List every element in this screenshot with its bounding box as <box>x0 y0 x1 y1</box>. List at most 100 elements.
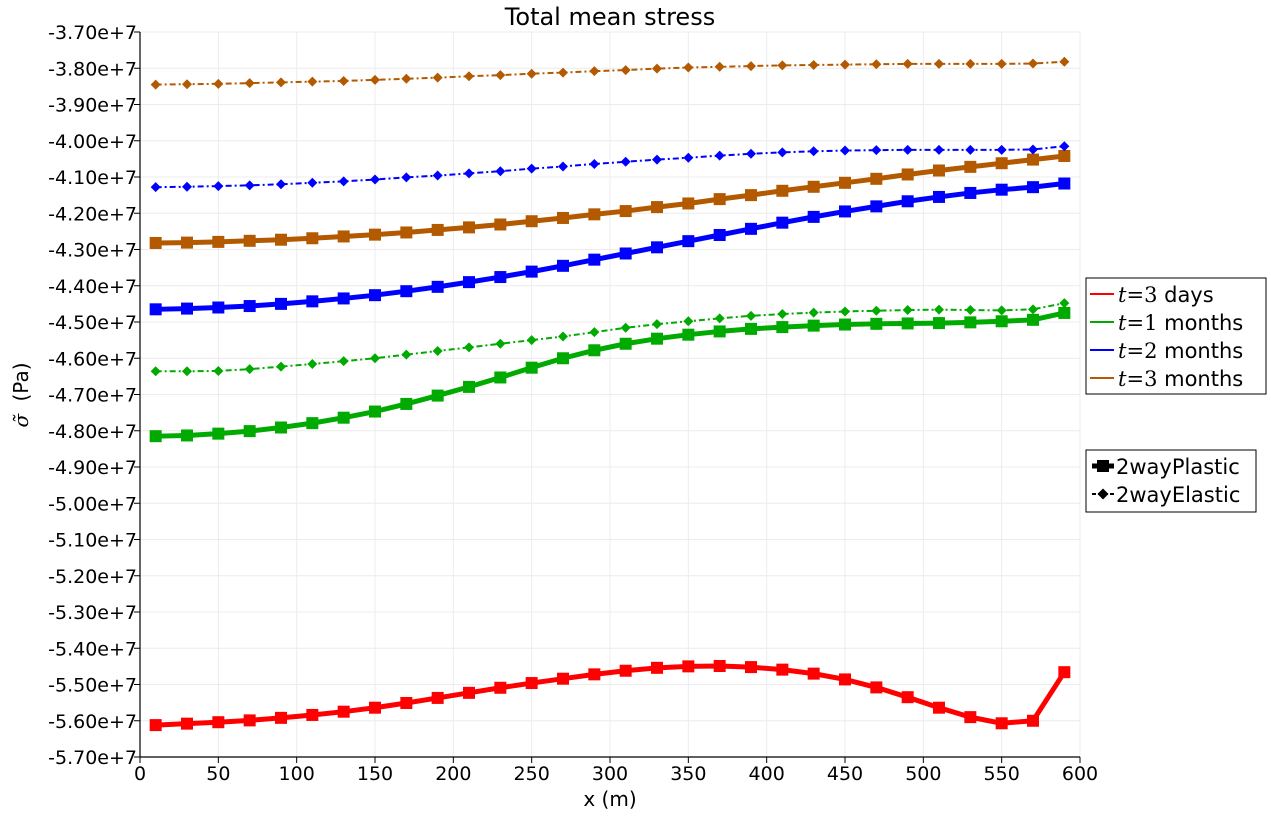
data-point-3-8 <box>400 226 413 239</box>
data-point-3-2 <box>212 235 225 248</box>
data-point-6-14 <box>589 66 600 77</box>
data-point-5-4 <box>276 179 286 190</box>
data-point-4-2 <box>213 365 224 376</box>
y-tick-label-0: -3.70e+7 <box>48 22 137 44</box>
data-point-6-13 <box>558 67 568 78</box>
data-point-1-1 <box>181 429 193 442</box>
data-point-5-21 <box>808 146 819 157</box>
data-point-3-16 <box>651 201 663 214</box>
data-point-4-9 <box>432 346 443 356</box>
data-point-0-29 <box>1058 666 1071 679</box>
data-point-2-13 <box>557 259 569 272</box>
axes <box>134 31 1081 763</box>
data-point-5-9 <box>432 170 443 181</box>
data-point-3-23 <box>870 172 883 185</box>
data-point-1-7 <box>369 405 381 418</box>
y-tick-label-14: -5.10e+7 <box>48 530 137 552</box>
data-point-1-11 <box>494 371 507 384</box>
data-point-3-19 <box>745 189 757 202</box>
data-point-6-15 <box>620 65 631 76</box>
data-point-0-6 <box>337 705 350 718</box>
data-point-0-5 <box>306 708 319 721</box>
data-point-6-29 <box>1059 56 1070 67</box>
data-point-1-21 <box>807 319 820 332</box>
data-point-4-20 <box>777 309 788 320</box>
time-legend: t=3 days t=1 months t=2 months t=3 months <box>1085 277 1267 395</box>
data-point-1-12 <box>525 361 538 374</box>
data-point-6-0 <box>150 79 161 90</box>
data-point-2-20 <box>776 216 789 229</box>
data-point-4-1 <box>182 366 192 377</box>
data-point-2-8 <box>400 285 413 298</box>
data-point-5-10 <box>464 168 474 179</box>
data-point-1-15 <box>619 337 632 350</box>
data-point-6-3 <box>244 78 255 89</box>
y-tick-label-2: -3.90e+7 <box>48 95 137 117</box>
y-tick-label-13: -5.00e+7 <box>48 493 137 515</box>
y-tick-label-18: -5.50e+7 <box>48 675 137 697</box>
data-point-4-3 <box>244 364 255 375</box>
series-2wayElastic-5 <box>150 141 1070 193</box>
data-point-3-25 <box>933 164 945 177</box>
data-point-4-14 <box>589 327 600 338</box>
grid-lines <box>139 31 1081 758</box>
data-point-0-8 <box>400 696 413 709</box>
data-point-0-0 <box>149 719 162 732</box>
x-tick-label-11: 550 <box>984 763 1020 785</box>
data-point-2-12 <box>525 265 538 278</box>
data-point-4-29 <box>1059 298 1070 309</box>
data-point-1-24 <box>901 317 914 330</box>
data-point-2-1 <box>181 302 193 315</box>
data-point-6-4 <box>276 77 286 88</box>
data-point-3-21 <box>807 180 820 193</box>
data-point-1-6 <box>337 411 350 424</box>
time-legend-label-1: t=1 months <box>1118 311 1243 335</box>
series-2wayPlastic-3 <box>149 149 1071 249</box>
style-legend-label-0: 2wayPlastic <box>1116 455 1240 479</box>
data-point-2-26 <box>964 186 977 199</box>
y-tick-label-5: -4.20e+7 <box>48 203 137 225</box>
style-legend-label-1: 2wayElastic <box>1116 483 1240 507</box>
data-point-6-24 <box>902 58 913 69</box>
data-point-1-16 <box>651 332 663 345</box>
data-point-1-5 <box>306 417 319 430</box>
data-point-4-21 <box>808 307 819 318</box>
data-point-6-7 <box>370 74 380 85</box>
data-point-2-4 <box>275 297 287 310</box>
y-tick-label-15: -5.20e+7 <box>48 566 137 588</box>
data-point-2-29 <box>1058 177 1071 190</box>
style-legend-box <box>1085 449 1257 513</box>
data-point-4-5 <box>307 359 318 370</box>
data-point-1-0 <box>149 430 162 443</box>
data-point-3-18 <box>713 193 726 206</box>
data-point-5-13 <box>558 161 568 172</box>
data-point-4-10 <box>464 342 474 353</box>
y-tick-label-6: -4.30e+7 <box>48 240 137 262</box>
data-point-4-11 <box>495 338 506 349</box>
data-point-5-24 <box>902 144 913 155</box>
y-tick-label-19: -5.60e+7 <box>48 711 137 733</box>
data-point-6-11 <box>495 70 506 81</box>
data-point-5-3 <box>244 180 255 191</box>
x-tick-label-5: 250 <box>514 763 550 785</box>
data-point-5-22 <box>840 145 850 156</box>
x-tick-label-7: 350 <box>670 763 706 785</box>
data-point-2-21 <box>807 210 820 223</box>
data-point-0-28 <box>1027 714 1039 727</box>
data-point-1-2 <box>212 427 225 440</box>
x-tick-label-3: 150 <box>357 763 393 785</box>
data-point-3-4 <box>275 233 287 246</box>
style-legend-swatch-1 <box>1092 488 1114 500</box>
data-point-2-28 <box>1027 181 1039 194</box>
y-tick-label-1: -3.80e+7 <box>48 58 137 80</box>
x-tick-label-10: 500 <box>905 763 941 785</box>
data-point-3-13 <box>557 211 569 224</box>
data-point-4-22 <box>840 306 850 317</box>
data-point-6-6 <box>338 75 349 86</box>
data-point-1-14 <box>588 344 601 357</box>
data-point-2-22 <box>839 205 851 218</box>
data-point-4-26 <box>965 305 976 316</box>
y-tick-label-7: -4.40e+7 <box>48 276 137 298</box>
time-legend-label-3: t=3 months <box>1118 367 1243 391</box>
series-2wayPlastic-0 <box>149 660 1071 732</box>
